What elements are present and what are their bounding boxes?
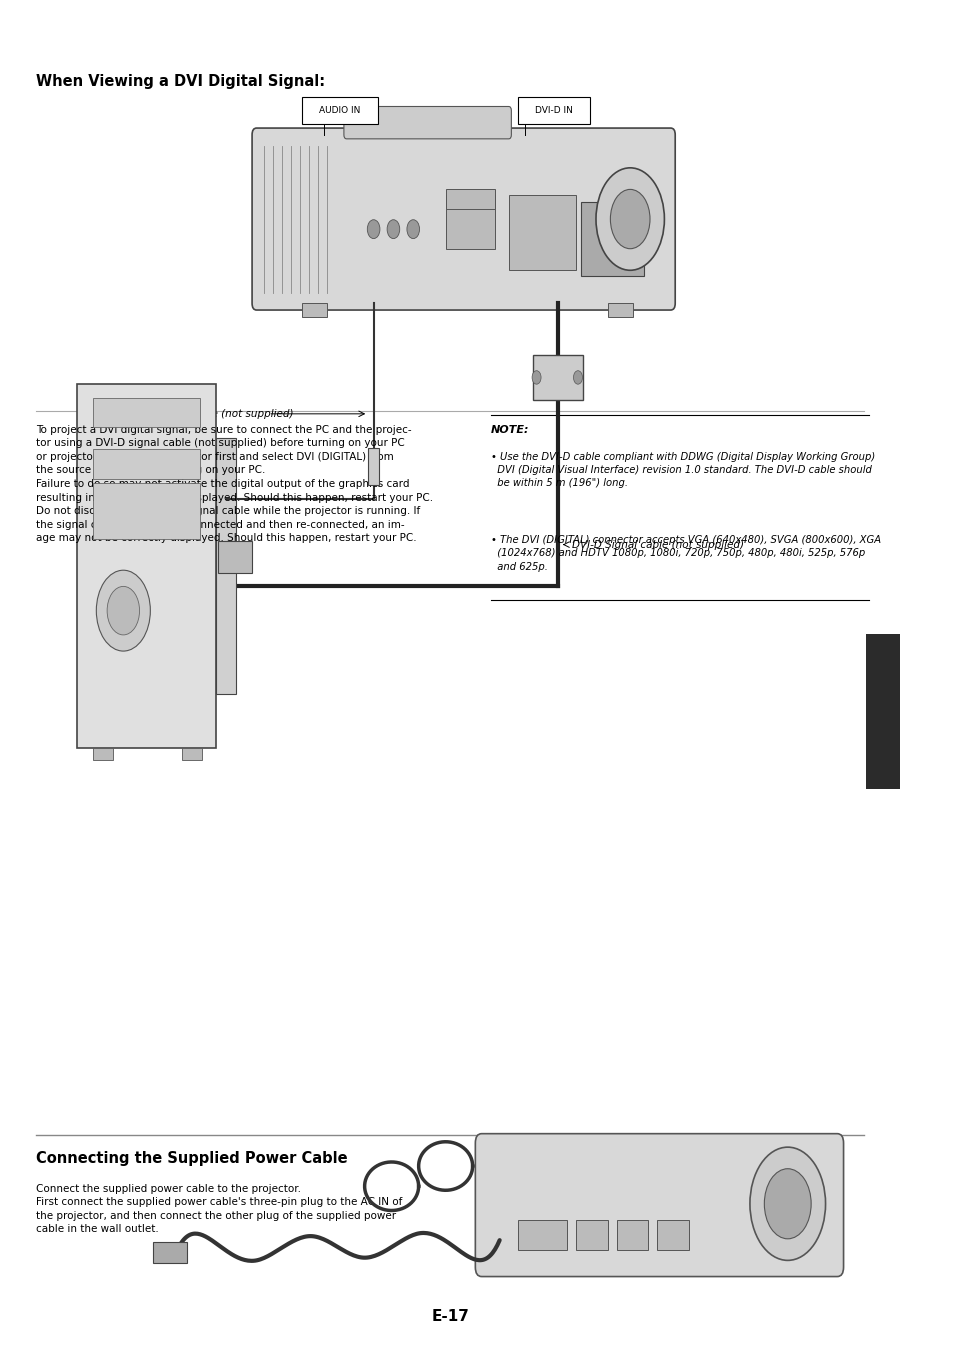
Bar: [508, 195, 576, 270]
Bar: [445, 189, 495, 209]
Text: DVI-D Signal cable (not supplied): DVI-D Signal cable (not supplied): [571, 539, 743, 550]
Bar: [92, 748, 112, 760]
Bar: [576, 1220, 607, 1250]
Bar: [517, 97, 589, 124]
Circle shape: [749, 1147, 824, 1260]
Text: Audio cable (not supplied): Audio cable (not supplied): [157, 408, 294, 419]
FancyBboxPatch shape: [252, 128, 675, 310]
Bar: [92, 483, 199, 539]
Bar: [445, 195, 495, 249]
Text: When Viewing a DVI Digital Signal:: When Viewing a DVI Digital Signal:: [36, 74, 325, 89]
Text: Connect the supplied power cable to the projector.
First connect the supplied po: Connect the supplied power cable to the …: [36, 1184, 402, 1235]
Bar: [607, 303, 632, 317]
Text: DVI-D IN: DVI-D IN: [535, 106, 572, 115]
Text: Connecting the Supplied Power Cable: Connecting the Supplied Power Cable: [36, 1151, 347, 1166]
Bar: [368, 448, 378, 485]
Text: NOTE:: NOTE:: [490, 425, 529, 434]
Circle shape: [107, 586, 139, 635]
Circle shape: [407, 220, 419, 239]
Bar: [301, 97, 377, 124]
Circle shape: [532, 371, 540, 384]
Bar: [217, 541, 252, 573]
Bar: [215, 438, 235, 694]
Text: To project a DVI digital signal, be sure to connect the PC and the projec-
tor u: To project a DVI digital signal, be sure…: [36, 425, 433, 543]
Text: E-17: E-17: [431, 1309, 469, 1324]
Bar: [301, 303, 327, 317]
Bar: [657, 1220, 688, 1250]
Bar: [580, 202, 643, 276]
Bar: [517, 1220, 567, 1250]
Circle shape: [610, 189, 649, 248]
Bar: [533, 355, 583, 400]
Bar: [865, 634, 900, 789]
Bar: [76, 384, 215, 748]
Bar: [92, 449, 199, 479]
Circle shape: [596, 167, 663, 270]
Circle shape: [763, 1169, 810, 1239]
Circle shape: [96, 570, 151, 651]
Text: AUDIO IN: AUDIO IN: [318, 106, 359, 115]
Circle shape: [387, 220, 399, 239]
Text: • Use the DVI-D cable compliant with DDWG (Digital Display Working Group)
  DVI : • Use the DVI-D cable compliant with DDW…: [490, 452, 874, 488]
Circle shape: [367, 220, 379, 239]
FancyBboxPatch shape: [475, 1134, 842, 1277]
Text: • The DVI (DIGITAL) connector accepts VGA (640x480), SVGA (800x600), XGA
  (1024: • The DVI (DIGITAL) connector accepts VG…: [490, 535, 880, 572]
Bar: [152, 1242, 187, 1263]
Bar: [182, 748, 201, 760]
Circle shape: [573, 371, 582, 384]
FancyBboxPatch shape: [343, 106, 511, 139]
Bar: [92, 398, 199, 427]
Bar: [616, 1220, 647, 1250]
